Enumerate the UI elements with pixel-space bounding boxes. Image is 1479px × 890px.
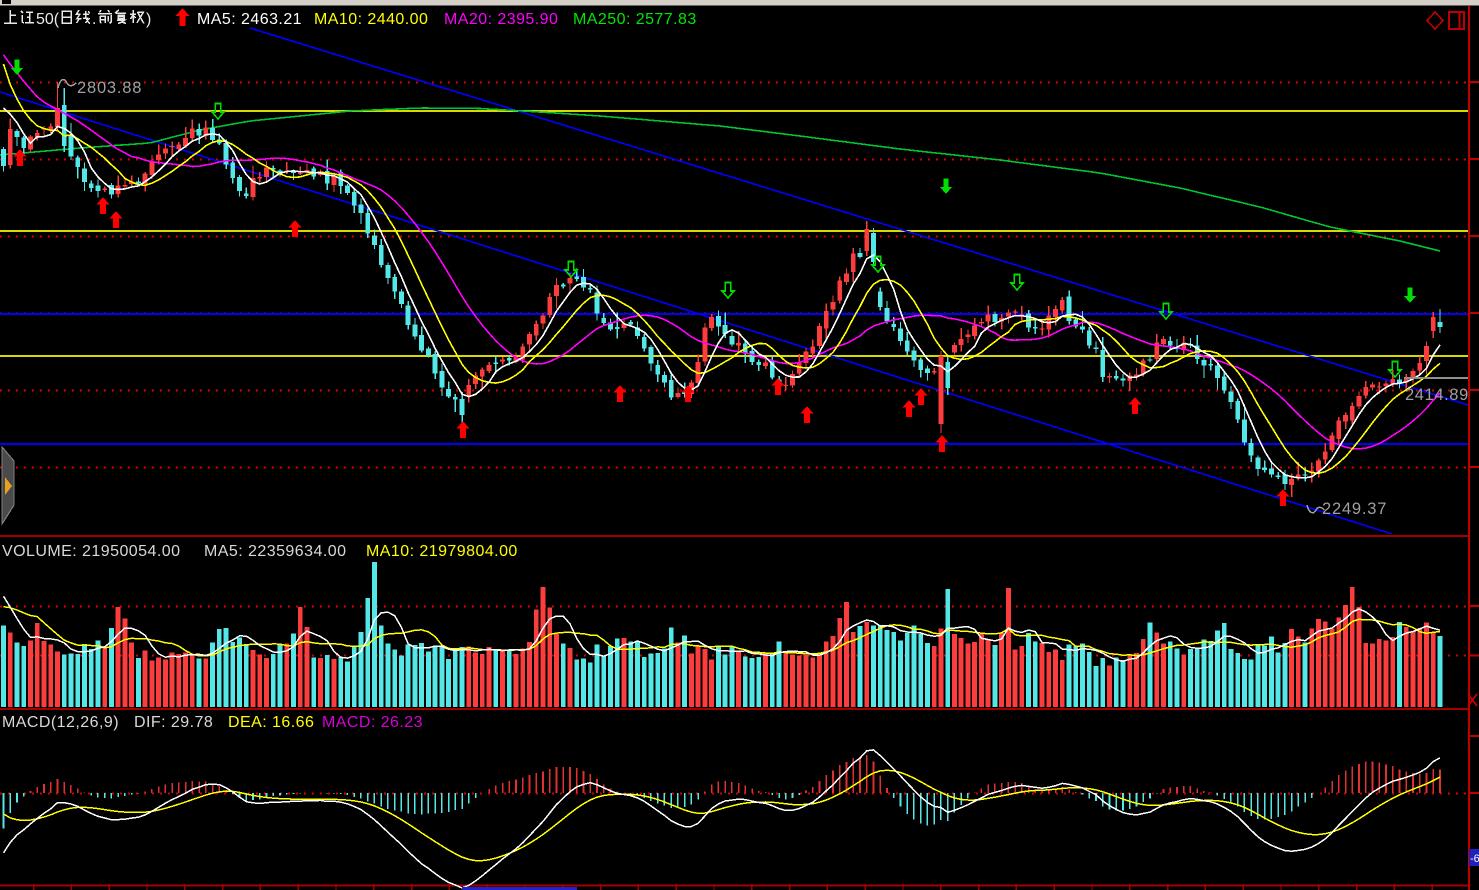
svg-text:2414.89: 2414.89 xyxy=(1405,386,1469,404)
svg-text:): ) xyxy=(146,11,151,28)
svg-text:VOLUME: 21950054.00: VOLUME: 21950054.00 xyxy=(2,543,180,560)
svg-text:DIF: 29.78: DIF: 29.78 xyxy=(134,714,213,731)
svg-text:-6: -6 xyxy=(1470,853,1479,865)
svg-text:MA5: 2463.21: MA5: 2463.21 xyxy=(197,11,302,28)
svg-text:DEA: 16.66: DEA: 16.66 xyxy=(228,714,314,731)
svg-text:50(: 50( xyxy=(36,11,60,28)
svg-text:.: . xyxy=(92,11,96,28)
svg-text:MACD(12,26,9): MACD(12,26,9) xyxy=(2,714,119,731)
svg-text:2803.88: 2803.88 xyxy=(77,79,142,97)
svg-text:MACD: 26.23: MACD: 26.23 xyxy=(322,714,423,731)
svg-text:2249.37: 2249.37 xyxy=(1322,500,1387,518)
svg-text:MA10: 2440.00: MA10: 2440.00 xyxy=(314,11,428,28)
svg-text:MA5: 22359634.00: MA5: 22359634.00 xyxy=(204,543,346,560)
svg-text:MA20: 2395.90: MA20: 2395.90 xyxy=(444,11,558,28)
svg-text:MA10: 21979804.00: MA10: 21979804.00 xyxy=(366,543,518,560)
svg-text:MA250: 2577.83: MA250: 2577.83 xyxy=(573,11,697,28)
